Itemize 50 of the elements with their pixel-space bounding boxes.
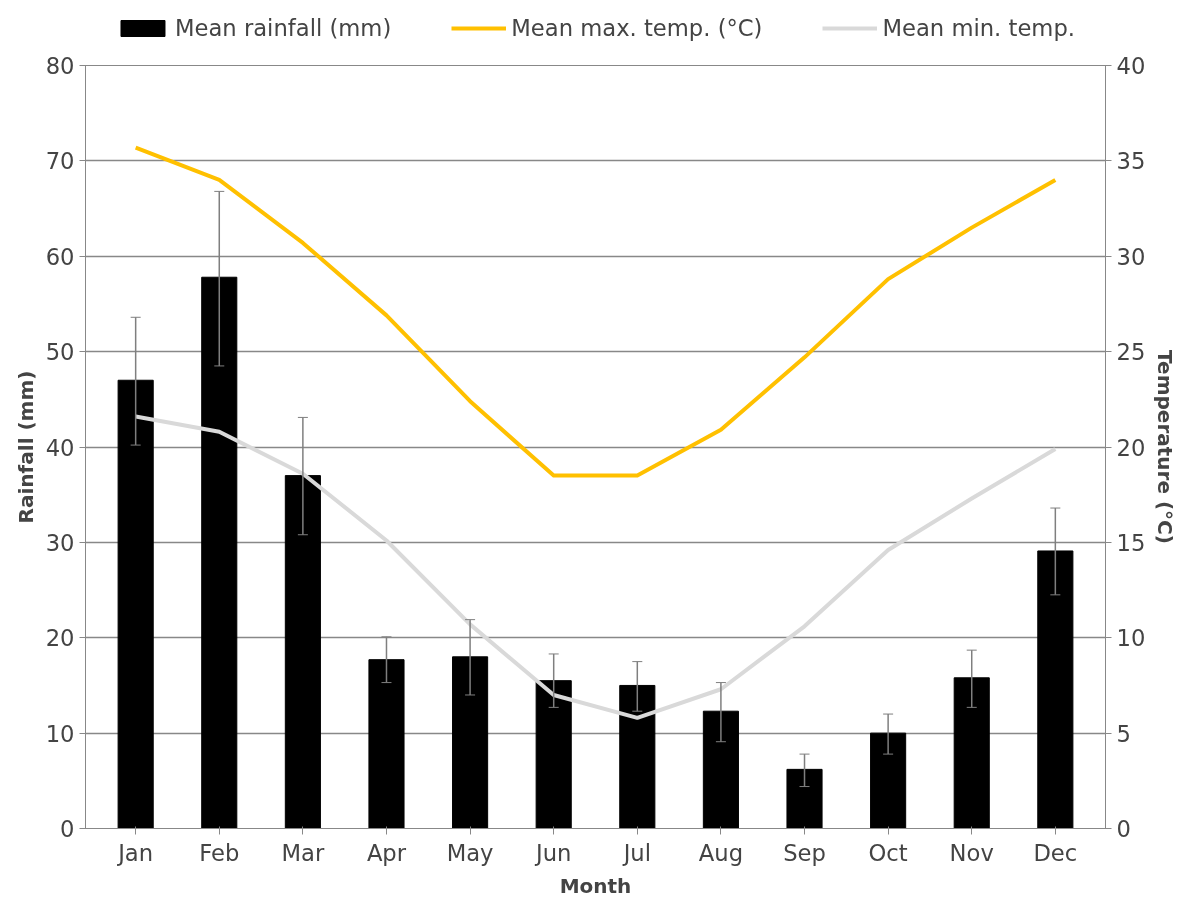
y-tick-label: 20 (45, 625, 75, 652)
y-tick-label: 40 (45, 434, 75, 461)
legend-label: Mean min. temp. (882, 14, 1076, 41)
y-tick-label: 10 (45, 720, 75, 747)
x-tick-label: Dec (1033, 839, 1078, 866)
y2-tick-label: 35 (1116, 148, 1146, 175)
bar (201, 276, 238, 829)
bar (117, 379, 154, 829)
y2-tick-label: 20 (1116, 434, 1146, 461)
y2-tick-label: 10 (1116, 625, 1146, 652)
bar (870, 732, 907, 829)
y-tick-label: 0 (60, 816, 75, 842)
bar (786, 768, 823, 829)
y2-tick-label: 0 (1116, 816, 1131, 842)
y-tick-label: 80 (45, 53, 75, 79)
line-series (133, 145, 1058, 478)
y-tick-label: 50 (45, 339, 75, 366)
x-tick-label: Jan (116, 839, 154, 866)
x-axis-title: Month (559, 873, 632, 898)
y-tick-label: 60 (45, 243, 75, 270)
legend-label: Mean max. temp. (°C) (511, 14, 763, 41)
bar (1037, 550, 1074, 829)
y2-tick-label: 15 (1116, 529, 1146, 556)
x-tick-label: Oct (868, 839, 908, 866)
y-tick-label: 30 (45, 529, 75, 556)
x-tick-label: Jul (621, 839, 651, 866)
x-tick-label: Feb (199, 839, 240, 866)
legend-label: Mean rainfall (mm) (174, 14, 392, 41)
bar (953, 677, 990, 829)
y2-tick-label: 30 (1116, 243, 1146, 270)
bar (368, 659, 405, 829)
y-axis-title: Rainfall (mm) (13, 370, 38, 524)
line-series (133, 414, 1058, 720)
y-tick-label: 70 (45, 148, 75, 175)
y2-tick-label: 5 (1116, 720, 1131, 747)
bar (702, 710, 739, 829)
bar (535, 680, 572, 829)
y2-axis-title: Temperature (°C) (1153, 350, 1178, 544)
x-tick-label: Sep (783, 839, 826, 866)
bar (452, 656, 489, 829)
bar (619, 684, 656, 829)
bar (284, 475, 321, 829)
x-tick-label: Jun (534, 839, 572, 866)
x-tick-label: Nov (949, 839, 994, 866)
x-tick-label: Apr (366, 839, 407, 866)
x-tick-label: Aug (698, 839, 744, 866)
x-tick-label: May (446, 839, 494, 866)
y2-tick-label: 25 (1116, 339, 1146, 366)
x-tick-label: Mar (281, 839, 325, 866)
y2-tick-label: 40 (1116, 53, 1146, 79)
